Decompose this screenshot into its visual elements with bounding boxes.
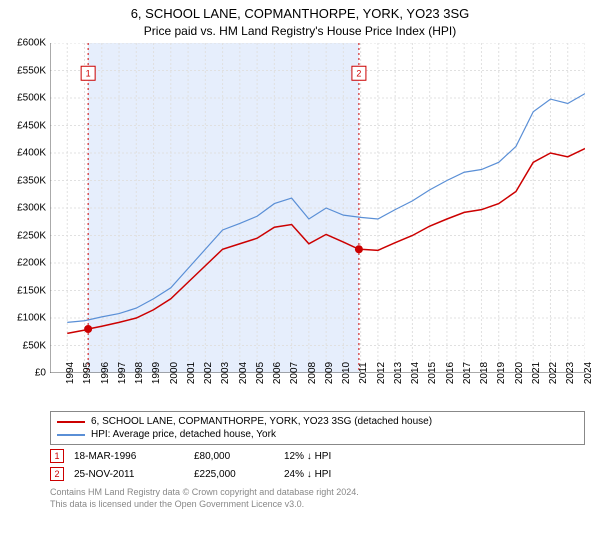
marker-date: 25-NOV-2011 (74, 469, 194, 480)
marker-hpi: 24% ↓ HPI (284, 469, 331, 480)
legend-item: HPI: Average price, detached house, York (57, 428, 578, 441)
footer-line: This data is licensed under the Open Gov… (50, 499, 585, 511)
price-chart: 12 (50, 43, 585, 373)
y-axis-label: £100K (17, 313, 50, 324)
marker-price: £225,000 (194, 469, 284, 480)
y-axis-label: £0 (35, 368, 50, 379)
y-axis-label: £300K (17, 203, 50, 214)
markers-table: 1 18-MAR-1996£80,00012% ↓ HPI 2 25-NOV-2011… (0, 449, 600, 481)
y-axis-label: £500K (17, 93, 50, 104)
legend-swatch (57, 421, 85, 423)
marker-badge: 2 (50, 467, 64, 481)
marker-date: 18-MAR-1996 (74, 451, 194, 462)
legend-label: 6, SCHOOL LANE, COPMANTHORPE, YORK, YO23… (91, 416, 432, 427)
y-axis-label: £450K (17, 120, 50, 131)
y-axis-label: £150K (17, 285, 50, 296)
x-axis-label: 2025 (585, 362, 600, 384)
footer: Contains HM Land Registry data © Crown c… (50, 487, 585, 510)
y-axis-label: £550K (17, 65, 50, 76)
marker-row: 1 18-MAR-1996£80,00012% ↓ HPI (50, 449, 585, 463)
footer-line: Contains HM Land Registry data © Crown c… (50, 487, 585, 499)
marker-hpi: 12% ↓ HPI (284, 451, 331, 462)
legend-item: 6, SCHOOL LANE, COPMANTHORPE, YORK, YO23… (57, 415, 578, 428)
y-axis-label: £200K (17, 258, 50, 269)
page-title: 6, SCHOOL LANE, COPMANTHORPE, YORK, YO23… (0, 0, 600, 21)
y-axis-label: £400K (17, 148, 50, 159)
marker-row: 2 25-NOV-2011£225,00024% ↓ HPI (50, 467, 585, 481)
y-axis-label: £250K (17, 230, 50, 241)
marker-price: £80,000 (194, 451, 284, 462)
chart-container: 12 £0£50K£100K£150K£200K£250K£300K£350K£… (50, 43, 585, 373)
y-axis-label: £50K (23, 340, 50, 351)
y-axis-label: £600K (17, 38, 50, 49)
legend-swatch (57, 434, 85, 436)
svg-text:2: 2 (356, 68, 361, 78)
marker-badge: 1 (50, 449, 64, 463)
svg-text:1: 1 (86, 68, 91, 78)
legend-label: HPI: Average price, detached house, York (91, 429, 276, 440)
legend: 6, SCHOOL LANE, COPMANTHORPE, YORK, YO23… (50, 411, 585, 445)
y-axis-label: £350K (17, 175, 50, 186)
page-subtitle: Price paid vs. HM Land Registry's House … (0, 21, 600, 43)
